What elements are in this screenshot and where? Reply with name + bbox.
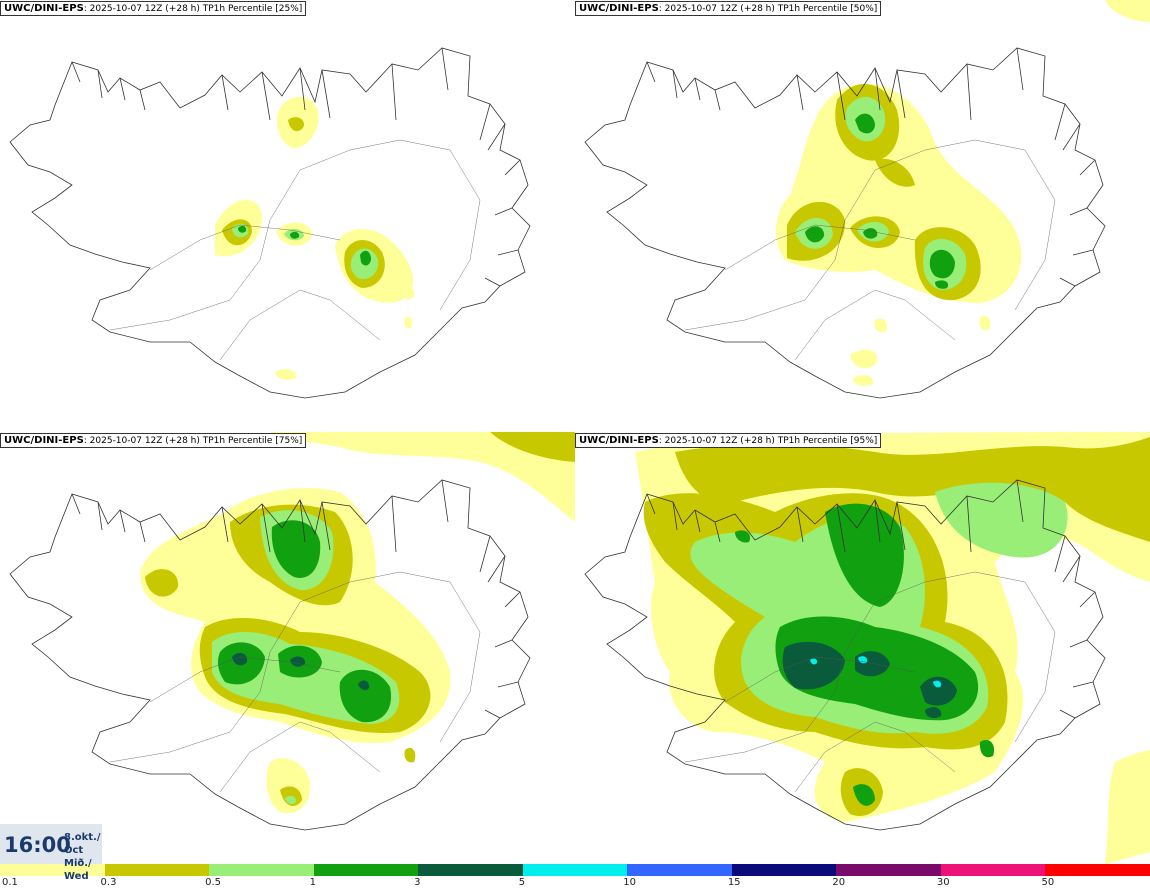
legend-swatch bbox=[209, 864, 314, 876]
legend-swatch bbox=[313, 864, 419, 876]
coastline bbox=[9, 47, 531, 399]
legend-swatch bbox=[836, 864, 941, 876]
valid-time: 16:00 bbox=[4, 833, 71, 857]
precip-fill bbox=[215, 96, 415, 380]
roads bbox=[684, 571, 1056, 793]
legend-swatch bbox=[627, 864, 732, 876]
legend-swatch bbox=[522, 864, 628, 876]
panel-title: UWC/DINI-EPS: 2025-10-07 12Z (+28 h) TP1… bbox=[0, 433, 307, 448]
coastline bbox=[584, 479, 1106, 831]
coastline bbox=[9, 479, 531, 831]
panel-title: UWC/DINI-EPS: 2025-10-07 12Z (+28 h) TP1… bbox=[0, 1, 307, 16]
color-legend: 0.1 0.3 0.5 1 3 5 10 15 20 30 50 bbox=[0, 864, 1150, 891]
precip-map bbox=[584, 0, 1150, 399]
legend-tick-label: 30 bbox=[936, 877, 950, 888]
precip-fill bbox=[775, 0, 1150, 386]
legend-tick-label: 10 bbox=[623, 877, 636, 888]
legend-tick-label: 0.3 bbox=[100, 877, 117, 888]
legend-swatch bbox=[418, 864, 523, 876]
legend-swatch bbox=[1045, 864, 1150, 876]
legend-tick-label: 20 bbox=[832, 877, 846, 888]
map-panel-p75: UWC/DINI-EPS: 2025-10-07 12Z (+28 h) TP1… bbox=[0, 432, 575, 864]
legend-swatch bbox=[940, 864, 1046, 876]
roads bbox=[109, 139, 481, 361]
map-panel-p25: UWC/DINI-EPS: 2025-10-07 12Z (+28 h) TP1… bbox=[0, 0, 575, 432]
roads bbox=[109, 571, 481, 793]
panel-title: UWC/DINI-EPS: 2025-10-07 12Z (+28 h) TP1… bbox=[575, 1, 882, 16]
legend-tick-label: 0.1 bbox=[2, 877, 18, 888]
panel-title: UWC/DINI-EPS: 2025-10-07 12Z (+28 h) TP1… bbox=[575, 433, 882, 448]
precip-fill bbox=[635, 432, 1150, 864]
legend-tick-label: 3 bbox=[414, 877, 421, 888]
precip-fill bbox=[140, 432, 575, 814]
legend-tick-label: 15 bbox=[727, 877, 741, 888]
legend-colorbar bbox=[0, 864, 1150, 876]
legend-swatch bbox=[0, 864, 105, 876]
valid-date: 8.okt./ Oct Mið./ Wed bbox=[64, 832, 101, 882]
map-panel-p50: UWC/DINI-EPS: 2025-10-07 12Z (+28 h) TP1… bbox=[575, 0, 1150, 432]
precip-map bbox=[584, 432, 1150, 864]
legend-tick-label: 0.5 bbox=[205, 877, 221, 888]
legend-tick-labels: 0.1 0.3 0.5 1 3 5 10 15 20 30 50 bbox=[0, 877, 1150, 891]
legend-tick-label: 50 bbox=[1041, 877, 1055, 888]
map-panel-p95: UWC/DINI-EPS: 2025-10-07 12Z (+28 h) TP1… bbox=[575, 432, 1150, 864]
precip-map bbox=[9, 47, 531, 399]
legend-swatch bbox=[731, 864, 837, 876]
roads bbox=[684, 139, 1056, 361]
coastline bbox=[584, 47, 1106, 399]
precip-map bbox=[9, 432, 575, 831]
legend-tick-label: 5 bbox=[518, 877, 526, 888]
legend-swatch bbox=[104, 864, 210, 876]
legend-tick-label: 1 bbox=[309, 877, 316, 888]
valid-time-badge: 16:00 8.okt./ Oct Mið./ Wed bbox=[0, 824, 102, 882]
